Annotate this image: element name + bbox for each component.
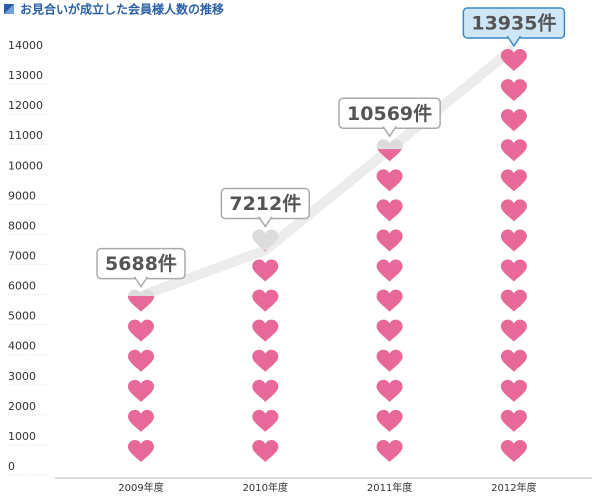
- heart: [252, 439, 279, 462]
- heart: [128, 409, 154, 432]
- trend-line: [139, 44, 518, 301]
- heart: [376, 439, 403, 462]
- y-tick-label: 0: [8, 460, 15, 473]
- y-tick-label: 6000: [8, 280, 36, 293]
- y-tick-label: 7000: [8, 250, 36, 263]
- y-tick-label: 14000: [8, 39, 43, 52]
- heart: [376, 409, 403, 432]
- y-tick-label: 10000: [8, 159, 43, 172]
- value-label-pointer: [257, 216, 273, 228]
- heart: [500, 289, 527, 312]
- heart: [252, 259, 279, 282]
- pointer-cover: [136, 275, 146, 279]
- heart: [376, 229, 403, 252]
- heart: [500, 229, 527, 252]
- y-tick-label: 12000: [8, 99, 43, 112]
- pointer-cover: [384, 125, 395, 129]
- heart: [128, 295, 154, 312]
- heart: [500, 379, 527, 402]
- heart-empty: [252, 229, 279, 252]
- heart: [128, 319, 154, 342]
- heart: [500, 439, 527, 462]
- heart: [500, 109, 527, 132]
- y-tick-label: 11000: [8, 129, 43, 142]
- value-label: 5688件: [105, 252, 177, 275]
- pointer-cover: [260, 215, 271, 219]
- y-tick-label: 5000: [8, 310, 36, 323]
- heart: [500, 199, 527, 222]
- heart: [376, 199, 403, 222]
- heart: [128, 439, 154, 462]
- heart: [263, 250, 267, 252]
- y-tick-label: 9000: [8, 189, 36, 202]
- value-label: 13935件: [471, 12, 556, 35]
- heart: [500, 409, 527, 432]
- heart-column: [128, 289, 154, 462]
- y-tick-label: 2000: [8, 400, 36, 413]
- chart-title: お見合いが成立した会員様人数の推移: [20, 2, 224, 17]
- x-tick-label: 2009年度: [118, 481, 163, 494]
- heart: [500, 349, 527, 372]
- value-label-pointer: [133, 276, 149, 288]
- heart: [376, 169, 403, 192]
- heart: [252, 349, 279, 372]
- pointer-cover: [508, 35, 519, 39]
- heart: [252, 409, 279, 432]
- x-tick-label: 2012年度: [491, 481, 536, 494]
- value-label-pointer: [382, 126, 398, 138]
- heart: [500, 139, 527, 162]
- heart: [376, 379, 403, 402]
- y-tick-label: 4000: [8, 340, 36, 353]
- heart-column: [252, 229, 279, 462]
- title-icon-accent: [4, 4, 14, 14]
- heart: [500, 79, 527, 102]
- heart: [376, 289, 403, 312]
- heart: [377, 149, 402, 162]
- heart: [376, 349, 403, 372]
- heart-column: [500, 49, 527, 462]
- heart: [376, 259, 403, 282]
- y-tick-label: 13000: [8, 69, 43, 82]
- y-tick-label: 3000: [8, 370, 36, 383]
- heart: [252, 289, 279, 312]
- heart: [500, 319, 527, 342]
- heart-column: [376, 139, 403, 462]
- heart: [376, 319, 403, 342]
- y-tick-label: 1000: [8, 430, 36, 443]
- heart: [500, 49, 527, 72]
- heart: [252, 319, 279, 342]
- y-tick-label: 8000: [8, 219, 36, 232]
- value-label: 10569件: [347, 102, 432, 125]
- value-label: 7212件: [229, 192, 301, 215]
- heart: [128, 349, 154, 372]
- heart: [252, 379, 279, 402]
- x-tick-label: 2010年度: [243, 481, 288, 494]
- heart: [500, 169, 527, 192]
- x-tick-label: 2011年度: [367, 481, 412, 494]
- heart: [500, 259, 527, 282]
- value-label-pointer: [506, 36, 522, 48]
- heart: [128, 379, 154, 402]
